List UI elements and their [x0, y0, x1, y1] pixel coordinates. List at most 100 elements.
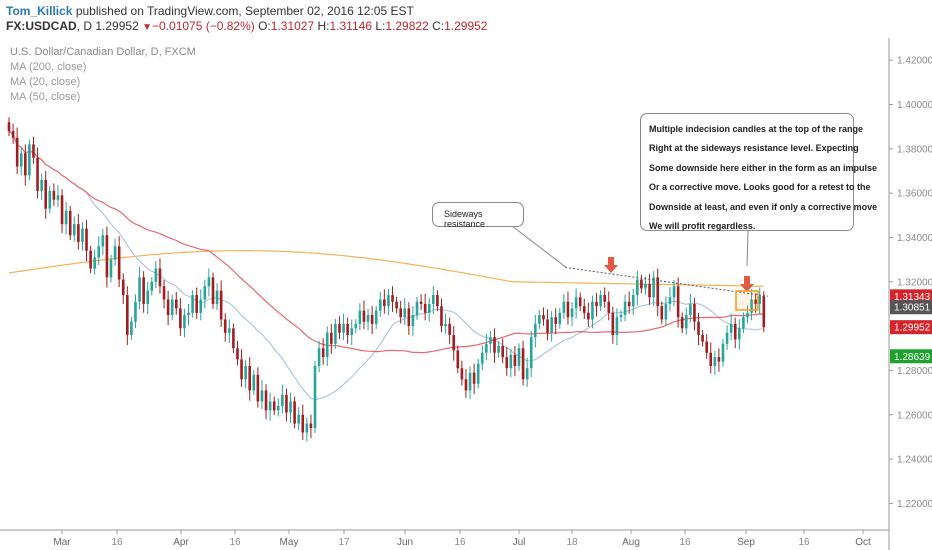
legend-ma200[interactable]: MA (200, close) — [10, 61, 87, 73]
candle-body — [631, 295, 635, 307]
candle-body — [350, 328, 354, 335]
price-tick-label: 1.36000 — [897, 189, 932, 200]
open-label: O: — [258, 19, 271, 33]
time-axis[interactable]: Mar 16 Apr 16 May 17 Jun 16 Jul 18 Aug 16 Sep 16 Oct — [0, 529, 889, 548]
candle-body — [750, 299, 753, 313]
candle — [554, 308, 558, 335]
candle — [432, 286, 435, 315]
candle — [342, 313, 345, 341]
candle-body — [574, 297, 578, 309]
candle — [599, 290, 602, 312]
candle-body — [301, 414, 305, 433]
candle — [36, 147, 39, 199]
candle-body — [117, 246, 121, 280]
candle-body — [109, 259, 113, 278]
callout-line: Multiple indecision candles at the top o… — [649, 124, 864, 134]
legend-ma20[interactable]: MA (20, close) — [10, 76, 81, 88]
candle — [513, 346, 517, 377]
candle — [668, 287, 672, 312]
candle — [244, 359, 247, 389]
candle — [121, 273, 125, 304]
candle-body — [725, 332, 729, 344]
candle — [517, 343, 521, 371]
candle — [611, 306, 615, 344]
candle-body — [652, 277, 655, 298]
candle-body — [330, 332, 333, 344]
candle — [309, 414, 313, 439]
candle — [281, 384, 284, 414]
candle-body — [158, 268, 162, 287]
candle-body — [64, 210, 68, 225]
resistance-arrow-shaft — [608, 257, 614, 265]
candle — [603, 287, 606, 308]
chart-legend: U.S. Dollar/Canadian Dollar, D, FXCM MA … — [10, 45, 196, 105]
candle-body — [493, 337, 496, 353]
price-tick-label: 1.42000 — [897, 56, 932, 67]
candle-body — [415, 301, 419, 316]
candle-body — [644, 284, 647, 289]
candle-body — [36, 157, 39, 191]
sideways-resistance-callout[interactable]: Sideways resistance — [432, 202, 524, 229]
candle — [236, 340, 239, 366]
candle-body — [305, 423, 309, 433]
candle — [252, 369, 256, 396]
candle — [346, 317, 349, 344]
author-link[interactable]: Tom_Killick — [6, 4, 73, 18]
price-axis[interactable]: 1.42000 1.40000 1.38000 1.36000 1.34000 1.320… — [888, 38, 932, 550]
candle-body — [746, 312, 749, 318]
candle — [232, 323, 235, 354]
price-marker-bg — [890, 289, 932, 304]
candle-body — [505, 357, 509, 369]
candle-body — [705, 341, 708, 353]
high-label: H: — [317, 19, 330, 33]
candle — [676, 277, 680, 328]
candle — [330, 323, 333, 355]
candle-body — [68, 210, 72, 236]
candle — [684, 307, 688, 335]
candle-body — [387, 295, 390, 307]
candle-body — [358, 310, 362, 324]
candle — [142, 271, 145, 313]
candle-body — [97, 246, 101, 258]
interval-label[interactable]: D — [83, 19, 93, 33]
candle — [60, 189, 64, 234]
candle-body — [228, 328, 231, 333]
candle-body — [733, 323, 737, 340]
candle — [497, 341, 500, 358]
callout-text: Sideways resistance — [444, 209, 486, 229]
candle-body — [489, 337, 492, 344]
candle — [179, 298, 182, 336]
candle — [248, 357, 252, 401]
chart-header: Tom_Killick published on TradingView.com… — [0, 0, 932, 38]
change-value: −0.01075 (−0.82%) — [152, 19, 255, 33]
candle-body — [717, 357, 721, 362]
legend-ma50[interactable]: MA (50, close) — [10, 91, 81, 103]
candle — [85, 219, 88, 261]
candle — [636, 270, 639, 306]
candle — [268, 392, 272, 421]
candle — [162, 280, 166, 309]
plot-area[interactable] — [0, 38, 889, 530]
candle — [664, 296, 668, 326]
candle-body — [411, 315, 415, 327]
candle — [721, 338, 725, 367]
candle-body — [468, 372, 472, 391]
candle-body — [570, 308, 574, 318]
candle — [705, 334, 708, 359]
candle-body — [676, 286, 680, 318]
candle — [427, 297, 431, 322]
candle-body — [693, 303, 696, 322]
callout-connector — [746, 230, 749, 267]
time-tick-label: Aug — [622, 537, 640, 548]
candle-body — [101, 235, 105, 247]
candle — [154, 260, 158, 288]
candle-body — [138, 277, 141, 302]
callout-line: Right at the sideways resistance level. … — [649, 143, 859, 154]
candle-body — [427, 303, 431, 313]
analysis-callout[interactable]: Multiple indecision candles at the top o… — [640, 113, 877, 231]
indecision-highlight-box — [735, 290, 759, 311]
symbol-label[interactable]: FX:USDCAD — [6, 19, 77, 33]
candle-body — [689, 303, 692, 316]
candle — [195, 287, 198, 320]
candle-body — [464, 379, 468, 391]
